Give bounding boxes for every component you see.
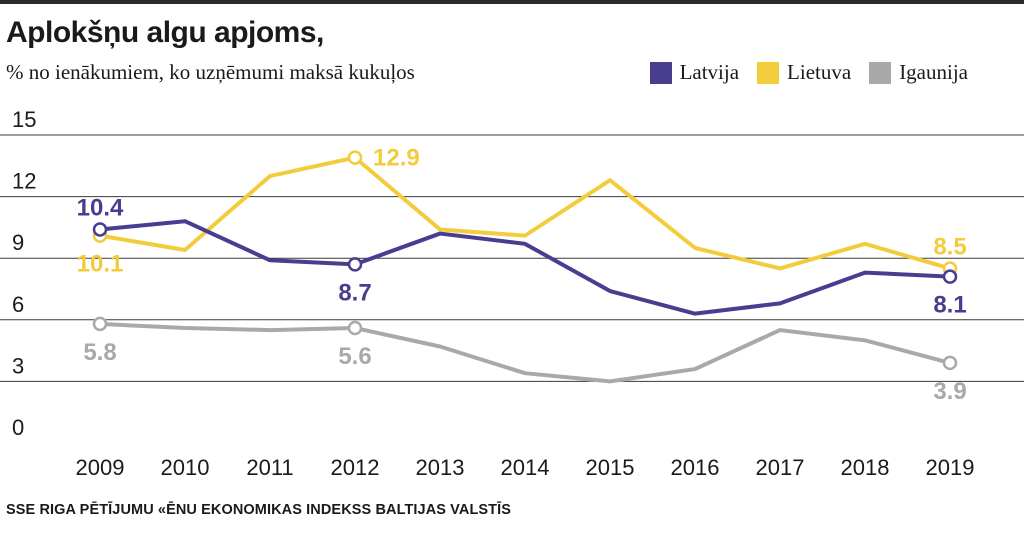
- data-point-latvija: [942, 269, 958, 284]
- x-tick-label: 2016: [671, 455, 720, 480]
- y-tick-label: 3: [12, 353, 24, 378]
- y-tick-label: 9: [12, 230, 24, 255]
- x-tick-label: 2013: [416, 455, 465, 480]
- data-label-lietuva: 10.1: [77, 251, 124, 278]
- data-point-igaunija: [942, 355, 958, 371]
- top-rule: [0, 0, 1024, 4]
- legend-label-igaunija: Igaunija: [899, 60, 968, 84]
- x-tick-label: 2017: [756, 455, 805, 480]
- legend-item-igaunija: Igaunija: [869, 60, 968, 85]
- chart-title: Aplokšņu algu apjoms,: [6, 16, 324, 49]
- data-label-latvija: 10.4: [77, 194, 124, 221]
- data-label-igaunija: 5.6: [338, 343, 371, 370]
- data-point-latvija: [347, 257, 363, 272]
- legend: Latvija Lietuva Igaunija: [632, 60, 968, 85]
- series-line-igaunija: [98, 321, 952, 384]
- x-tick-label: 2019: [926, 455, 975, 480]
- data-point-igaunija: [92, 316, 108, 332]
- legend-item-latvija: Latvija: [649, 60, 740, 85]
- data-point-latvija: [92, 222, 108, 237]
- legend-swatch-lietuva: [757, 61, 780, 84]
- x-tick-label: 2018: [841, 455, 890, 480]
- x-tick-label: 2015: [586, 455, 635, 480]
- data-point-lietuva: [347, 150, 363, 165]
- legend-swatch-latvija: [649, 61, 672, 84]
- x-tick-label: 2010: [161, 455, 210, 480]
- x-tick-label: 2011: [246, 455, 293, 480]
- data-label-latvija: 8.1: [933, 292, 966, 319]
- legend-item-lietuva: Lietuva: [757, 60, 851, 85]
- data-label-latvija: 8.7: [338, 279, 371, 306]
- x-tick-label: 2014: [501, 455, 550, 480]
- y-tick-label: 15: [12, 107, 36, 132]
- x-tick-label: 2009: [76, 455, 125, 480]
- data-label-igaunija: 5.8: [83, 339, 116, 366]
- data-label-lietuva: 8.5: [933, 233, 966, 260]
- data-label-igaunija: 3.9: [933, 378, 966, 405]
- x-tick-label: 2012: [331, 455, 380, 480]
- data-label-lietuva: 12.9: [373, 145, 420, 172]
- y-tick-label: 0: [12, 415, 24, 440]
- data-point-igaunija: [347, 320, 363, 336]
- y-tick-label: 6: [12, 292, 24, 317]
- legend-swatch-igaunija: [869, 61, 892, 84]
- series-line-lietuva: [98, 155, 952, 271]
- source-note: SSE RIGA PĒTĪJUMU «ĒNU EKONOMIKAS INDEKS…: [6, 502, 512, 518]
- y-tick-label: 12: [12, 169, 36, 194]
- chart-subtitle: % no ienākumiem, ko uzņēmumi maksā kukuļ…: [6, 60, 415, 84]
- legend-label-latvija: Latvija: [679, 60, 740, 84]
- legend-label-lietuva: Lietuva: [787, 60, 852, 84]
- series-line-latvija: [98, 219, 952, 316]
